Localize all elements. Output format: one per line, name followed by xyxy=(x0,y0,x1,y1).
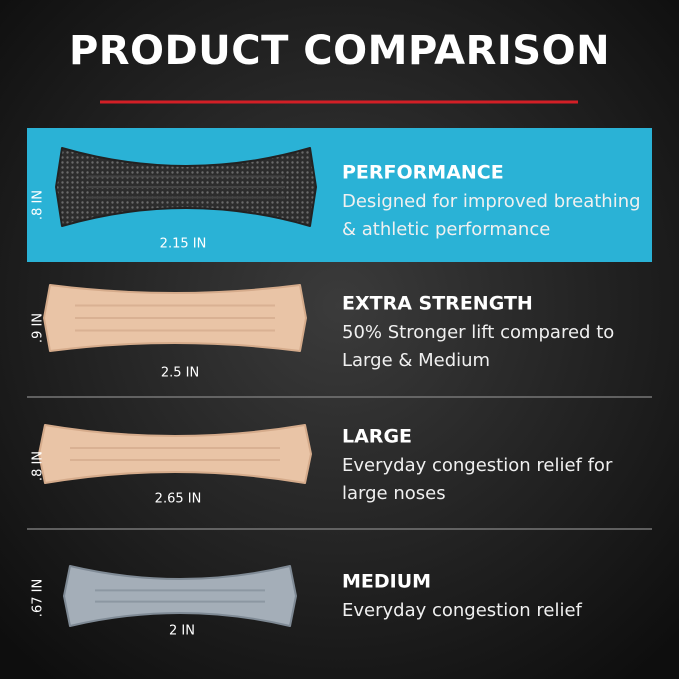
nasal-strip xyxy=(63,565,297,627)
title: PRODUCT COMPARISON xyxy=(69,28,610,74)
product-name: EXTRA STRENGTH xyxy=(342,293,533,315)
product-name: LARGE xyxy=(342,426,412,448)
product-description: Everyday congestion relief xyxy=(342,600,583,621)
height-label: .67 IN xyxy=(31,579,46,617)
product-description: Designed for improved breathing xyxy=(342,191,641,212)
width-label: 2.5 IN xyxy=(161,366,199,381)
product-description: large noses xyxy=(342,483,446,504)
product-description: Everyday congestion relief for xyxy=(342,455,613,476)
width-label: 2.65 IN xyxy=(155,492,202,507)
nasal-strip xyxy=(38,424,312,484)
width-label: 2.15 IN xyxy=(160,237,207,252)
width-label: 2 IN xyxy=(169,624,195,639)
rows: 2.15 IN .8 IN PERFORMANCE Designed for impr… xyxy=(31,147,641,639)
product-description: Large & Medium xyxy=(342,350,490,371)
product-description: & athletic performance xyxy=(342,219,550,240)
height-label: .9 IN xyxy=(31,313,46,343)
product-description: 50% Stronger lift compared to xyxy=(342,322,614,343)
height-label: .8 IN xyxy=(31,451,46,481)
product-name: MEDIUM xyxy=(342,571,431,593)
height-label: .8 IN xyxy=(31,190,46,220)
product-name: PERFORMANCE xyxy=(342,162,504,184)
